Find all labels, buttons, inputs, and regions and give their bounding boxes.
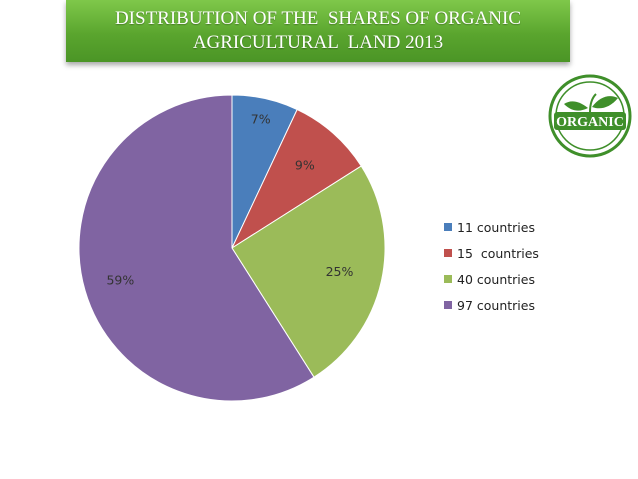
legend-swatch	[444, 301, 452, 309]
data-label-3: 25%	[326, 264, 354, 279]
legend-swatch	[444, 249, 452, 257]
pie-slice-4	[78, 94, 315, 402]
data-label-4: 59%	[106, 272, 134, 287]
legend-label: 97 countries	[457, 297, 535, 313]
chart-title: DISTRIBUTION OF THE SHARES OF ORGANIC AG…	[114, 8, 522, 53]
legend-item-4: 97 countries	[444, 292, 539, 318]
svg-text:ORGANIC: ORGANIC	[556, 115, 624, 130]
pie-slice-3	[231, 165, 386, 378]
legend-item-2: 15 countries	[444, 240, 539, 266]
data-label-1: 7%	[251, 112, 271, 127]
title-banner: DISTRIBUTION OF THE SHARES OF ORGANIC AG…	[66, 0, 570, 62]
legend-swatch	[444, 275, 452, 283]
legend-item-1: 11 countries	[444, 214, 539, 240]
legend-label: 40 countries	[457, 271, 535, 287]
data-label-2: 9%	[295, 157, 315, 172]
legend-label: 11 countries	[457, 219, 535, 235]
organic-logo-icon: ORGANIC	[548, 74, 632, 158]
pie-slice-2	[230, 108, 362, 250]
legend-swatch	[444, 223, 452, 231]
legend: 11 countries 15 countries 40 countries 97 c…	[444, 214, 539, 318]
legend-item-3: 40 countries	[444, 266, 539, 292]
legend-label: 15 countries	[457, 245, 539, 261]
